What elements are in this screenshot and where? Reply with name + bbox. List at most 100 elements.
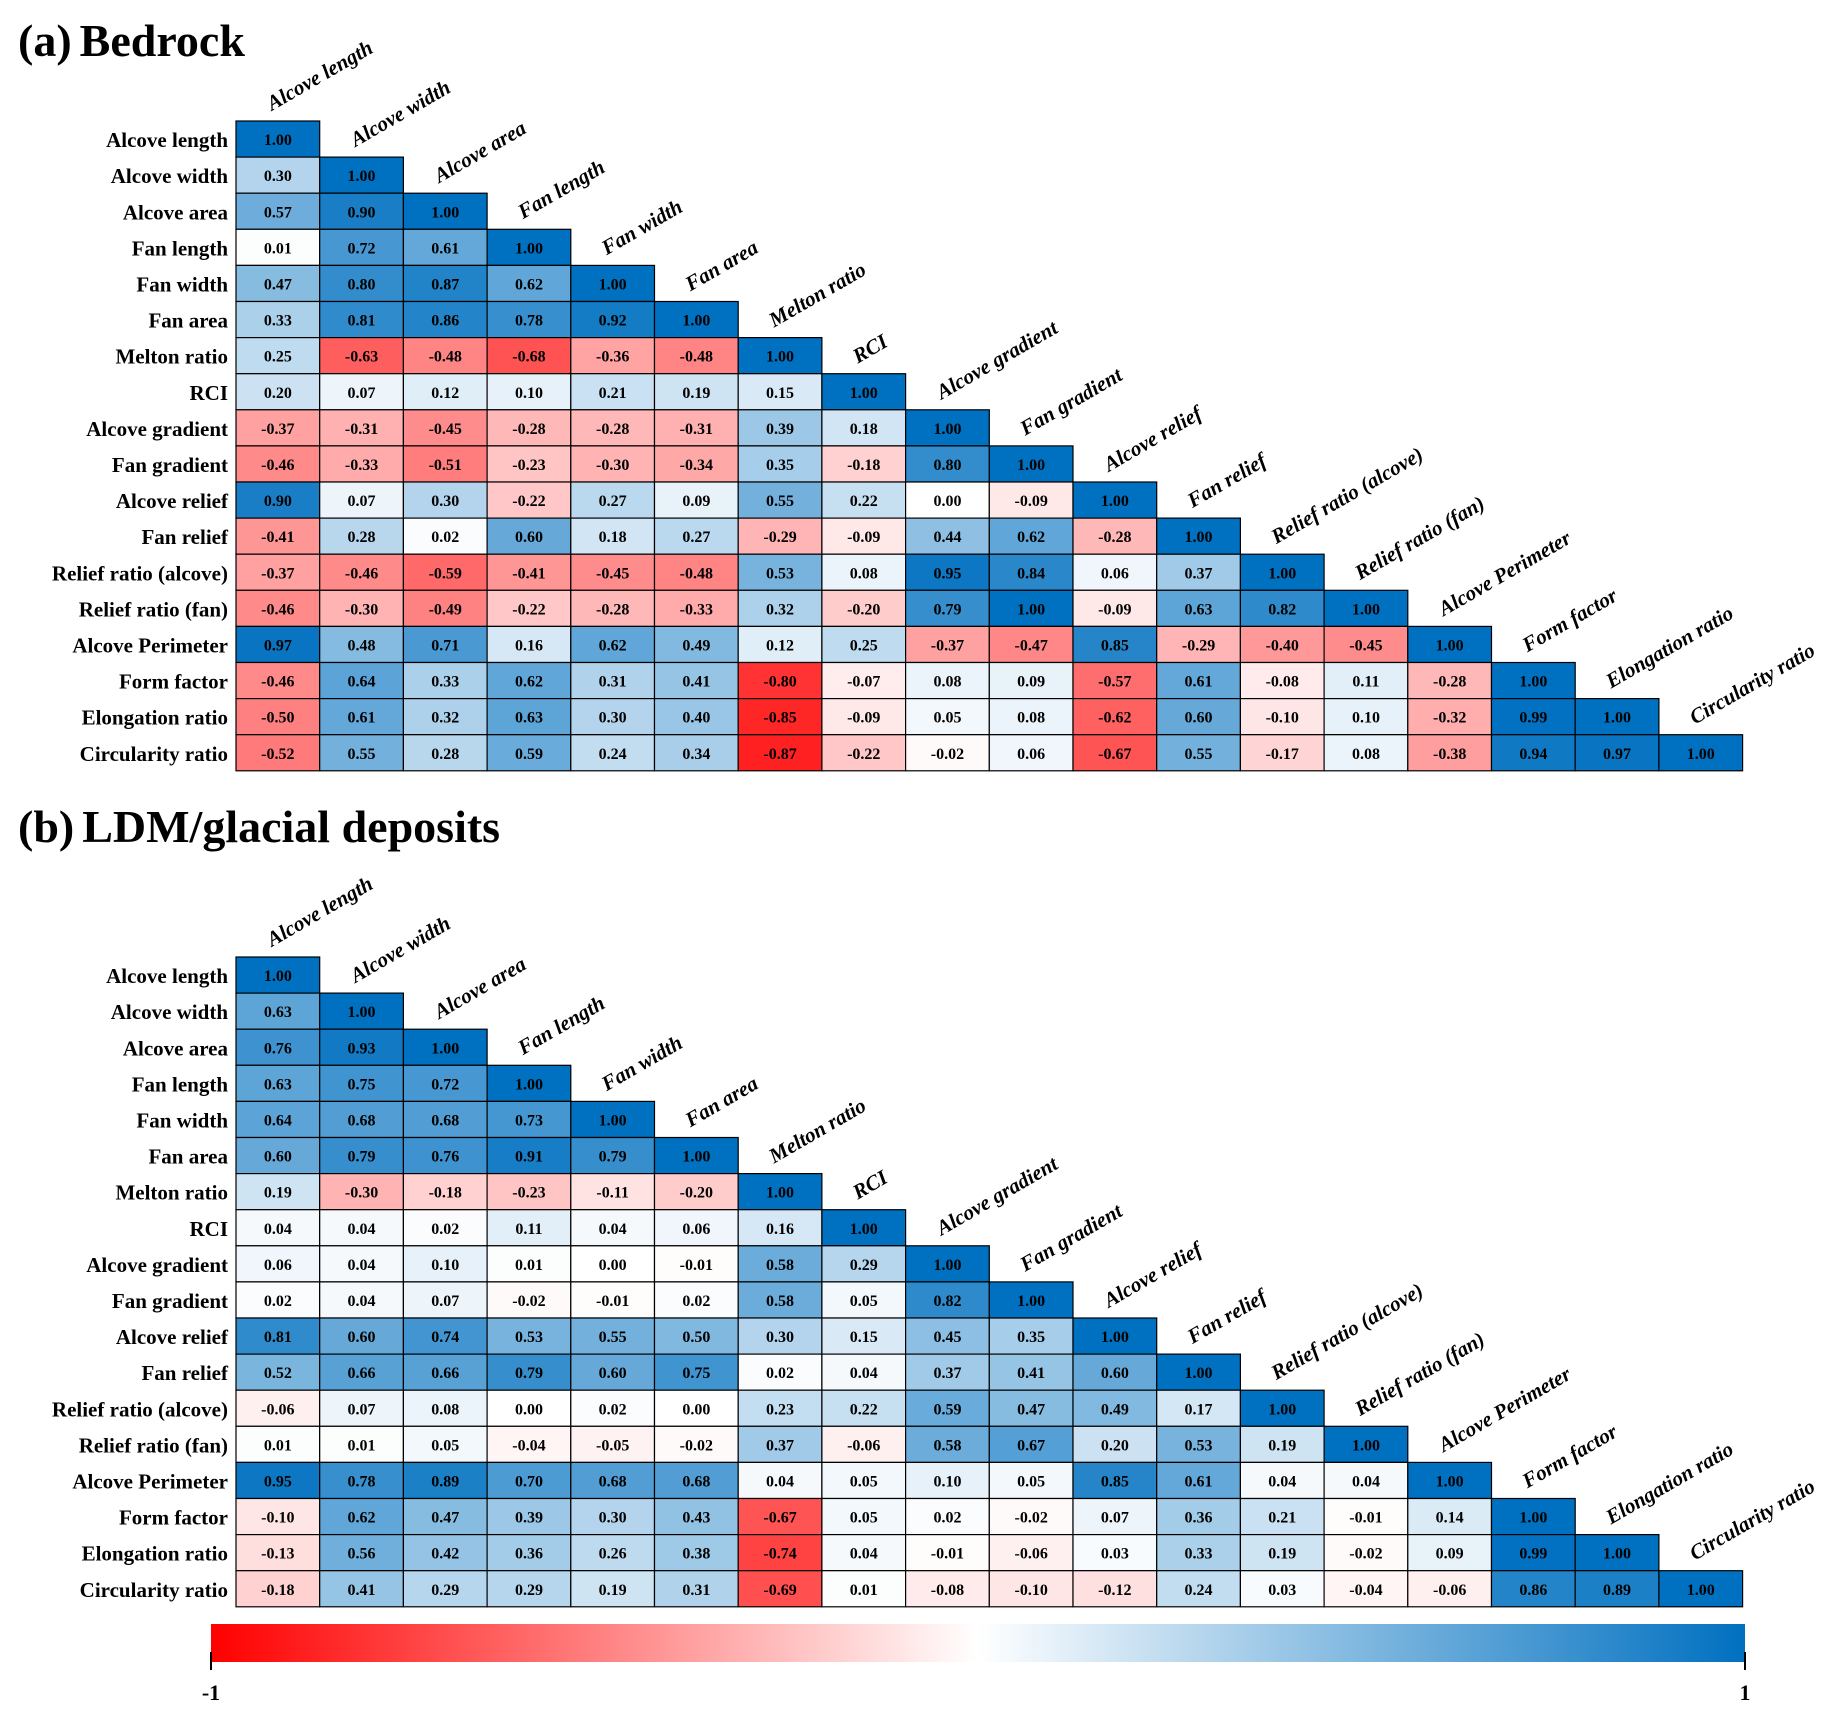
cell-value-label: -0.33 (345, 457, 378, 474)
cell-value-label: -0.50 (261, 710, 294, 727)
cell-value-label: 1.00 (348, 1004, 376, 1021)
cell-value-label: 0.59 (515, 746, 543, 763)
cell-value-label: -0.02 (1014, 1510, 1047, 1527)
cell-value-label: 0.16 (515, 637, 543, 654)
column-label: Alcove length (261, 871, 377, 952)
cell-value-label: 0.18 (850, 421, 878, 438)
heatmap-cell (570, 481, 656, 519)
cell-value-label: 0.61 (431, 240, 459, 257)
heatmap-cell (1072, 481, 1158, 519)
cell-value-label: -0.02 (680, 1437, 713, 1454)
heatmap-cell (1323, 697, 1409, 736)
cell-value-label: 0.04 (1268, 1473, 1296, 1490)
heatmap-cell (1490, 661, 1576, 700)
cell-value-label: 0.38 (682, 1546, 710, 1563)
cell-value-label: -0.48 (680, 349, 713, 366)
cell-value-label: 1.00 (850, 1221, 878, 1238)
heatmap-cell (1574, 697, 1660, 736)
heatmap-cell (653, 337, 739, 375)
column-label: RCI (847, 1165, 892, 1205)
heatmap-cell (402, 228, 488, 267)
heatmap-cell (653, 1570, 739, 1608)
cell-value-label: 0.53 (515, 1329, 543, 1346)
cell-value-label: 0.34 (682, 746, 710, 763)
row-label: Alcove Perimeter (72, 633, 228, 657)
heatmap-cell (402, 1281, 488, 1319)
cell-value-label: 0.68 (599, 1473, 627, 1490)
cell-value-label: -0.01 (1349, 1510, 1382, 1527)
heatmap-cell (319, 517, 405, 555)
cell-value-label: 0.36 (515, 1546, 543, 1563)
cell-value-label: 0.05 (933, 710, 961, 727)
cell-value-label: 1.00 (1436, 637, 1464, 654)
cell-value-label: 0.60 (515, 529, 543, 546)
row-label: Alcove width (111, 1000, 229, 1024)
cell-value-label: -0.28 (512, 421, 545, 438)
cell-value-label: 0.62 (515, 674, 543, 691)
cell-value-label: -0.85 (763, 710, 796, 727)
heatmap-cell (1156, 697, 1241, 736)
heatmap-cell (653, 1172, 739, 1211)
cell-value-label: 0.05 (850, 1473, 878, 1490)
column-label: Alcove length (261, 35, 377, 116)
cell-value-label: 0.39 (515, 1510, 543, 1527)
heatmap-cell (737, 373, 823, 411)
heatmap-cell (1323, 1497, 1409, 1536)
cell-value-label: -0.87 (763, 746, 796, 763)
cell-value-label: 0.40 (682, 710, 710, 727)
colorbar-gradient (211, 1624, 1745, 1662)
cell-value-label: 0.63 (515, 710, 543, 727)
cell-value-label: 0.28 (431, 746, 459, 763)
heatmap-cell (486, 1136, 572, 1175)
cell-value-label: -0.41 (261, 529, 294, 546)
heatmap-cell (737, 697, 823, 736)
row-label: Circularity ratio (80, 1578, 228, 1602)
cell-value-label: 0.86 (1519, 1582, 1547, 1599)
cell-value-label: 0.52 (264, 1365, 292, 1382)
heatmap-cell (486, 517, 572, 555)
heatmap-cell (1490, 1570, 1576, 1608)
cell-value-label: 0.76 (264, 1040, 292, 1057)
cell-value-label: 0.04 (766, 1473, 794, 1490)
heatmap-cell (319, 300, 405, 339)
heatmap-cell (904, 481, 990, 519)
cell-value-label: 1.00 (599, 1112, 627, 1129)
heatmap-cell (235, 1136, 321, 1175)
heatmap-cell (402, 589, 488, 627)
row-label: Melton ratio (115, 1181, 228, 1205)
cell-value-label: 0.97 (1603, 746, 1631, 763)
heatmap-cell (821, 1281, 907, 1319)
cell-value-label: 1.00 (1268, 565, 1296, 582)
heatmap-cell (1239, 734, 1325, 772)
heatmap-cell (486, 1389, 572, 1427)
cell-value-label: 0.68 (348, 1112, 376, 1129)
cell-value-label: 0.63 (264, 1076, 292, 1093)
heatmap-cell (1239, 589, 1325, 627)
cell-value-label: 0.00 (599, 1257, 627, 1274)
cell-value-label: 0.93 (348, 1040, 376, 1057)
heatmap-cell (653, 1353, 739, 1391)
cell-value-label: 0.18 (599, 529, 627, 546)
cell-value-label: 0.47 (431, 1510, 459, 1527)
cell-value-label: 0.73 (515, 1112, 543, 1129)
cell-value-label: 0.91 (515, 1149, 543, 1166)
panel-b-tag: (b) (18, 801, 75, 852)
heatmap-cell (319, 1497, 405, 1536)
heatmap-cell (737, 1497, 823, 1536)
heatmap-cell (1072, 1425, 1158, 1464)
heatmap-cell (570, 1281, 656, 1319)
cell-value-label: 0.04 (264, 1221, 292, 1238)
heatmap-cell (486, 1209, 572, 1247)
cell-value-label: 0.24 (599, 746, 627, 763)
cell-value-label: 0.43 (682, 1510, 710, 1527)
heatmap-cell (402, 553, 488, 591)
heatmap-cell (486, 1317, 572, 1355)
cell-value-label: 0.80 (348, 276, 376, 293)
heatmap-cell (486, 228, 572, 267)
heatmap-cell (402, 445, 488, 483)
cell-value-label: -0.31 (345, 421, 378, 438)
row-label: Fan width (136, 272, 228, 296)
cell-value-label: 1.00 (1185, 529, 1213, 546)
cell-value-label: 0.79 (933, 601, 961, 618)
heatmap-cell (402, 481, 488, 519)
